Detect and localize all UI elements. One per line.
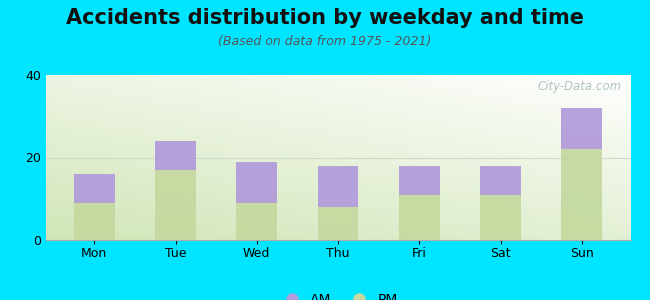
Bar <box>74 174 114 203</box>
Bar <box>562 149 602 240</box>
Text: Accidents distribution by weekday and time: Accidents distribution by weekday and ti… <box>66 8 584 28</box>
Legend: AM, PM: AM, PM <box>272 287 404 300</box>
Bar <box>480 166 521 195</box>
Bar <box>155 141 196 170</box>
Bar <box>155 170 196 240</box>
Text: City-Data.com: City-Data.com <box>538 80 621 93</box>
Bar <box>318 207 358 240</box>
Bar <box>480 195 521 240</box>
Bar <box>237 203 277 240</box>
Bar <box>399 166 439 195</box>
Bar <box>562 108 602 149</box>
Bar <box>237 162 277 203</box>
Text: (Based on data from 1975 - 2021): (Based on data from 1975 - 2021) <box>218 34 432 47</box>
Bar <box>399 195 439 240</box>
Bar <box>74 203 114 240</box>
Bar <box>318 166 358 207</box>
